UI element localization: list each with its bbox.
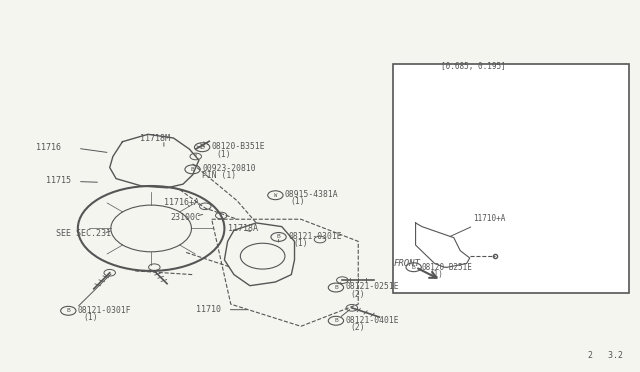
Text: B: B	[200, 145, 204, 150]
Text: (1): (1)	[293, 239, 308, 248]
Text: 08121-0401E: 08121-0401E	[346, 315, 399, 324]
Text: 11718M: 11718M	[140, 134, 170, 142]
Text: 11715: 11715	[46, 176, 71, 185]
Text: 08121-0301E: 08121-0301E	[288, 232, 342, 241]
FancyBboxPatch shape	[394, 64, 629, 293]
Text: 08121-0301F: 08121-0301F	[78, 305, 131, 315]
Text: 00923-20810: 00923-20810	[202, 164, 256, 173]
Text: 23100C: 23100C	[170, 213, 200, 222]
Text: B: B	[334, 318, 338, 323]
Text: B: B	[334, 285, 338, 290]
Text: (1): (1)	[83, 313, 97, 322]
Text: 08120-B351E: 08120-B351E	[212, 142, 266, 151]
Text: B: B	[191, 167, 195, 172]
Text: (1): (1)	[290, 198, 305, 206]
Text: 08915-4381A: 08915-4381A	[285, 190, 339, 199]
Text: 11718A: 11718A	[228, 224, 258, 233]
Text: PIN (1): PIN (1)	[202, 171, 236, 180]
Text: 11716: 11716	[36, 143, 61, 152]
Text: (2): (2)	[351, 323, 365, 332]
Text: 08120-B251E: 08120-B251E	[422, 263, 473, 272]
Text: 2   3.2: 2 3.2	[588, 350, 623, 359]
Text: [0.685, 0.195]: [0.685, 0.195]	[441, 62, 506, 71]
Text: (1): (1)	[216, 150, 231, 159]
Text: SEE SEC.231: SEE SEC.231	[56, 229, 111, 238]
Text: FRONT: FRONT	[394, 259, 420, 268]
Text: 11710+A: 11710+A	[450, 214, 506, 237]
Text: (1): (1)	[429, 270, 444, 279]
Text: B: B	[412, 265, 415, 270]
Text: 08121-0251E: 08121-0251E	[346, 282, 399, 291]
Text: B: B	[276, 234, 280, 240]
Text: W: W	[274, 193, 277, 198]
Text: B: B	[67, 308, 70, 313]
Text: 11716+A: 11716+A	[164, 198, 199, 207]
Text: 11710: 11710	[196, 305, 221, 314]
Text: (2): (2)	[351, 290, 365, 299]
